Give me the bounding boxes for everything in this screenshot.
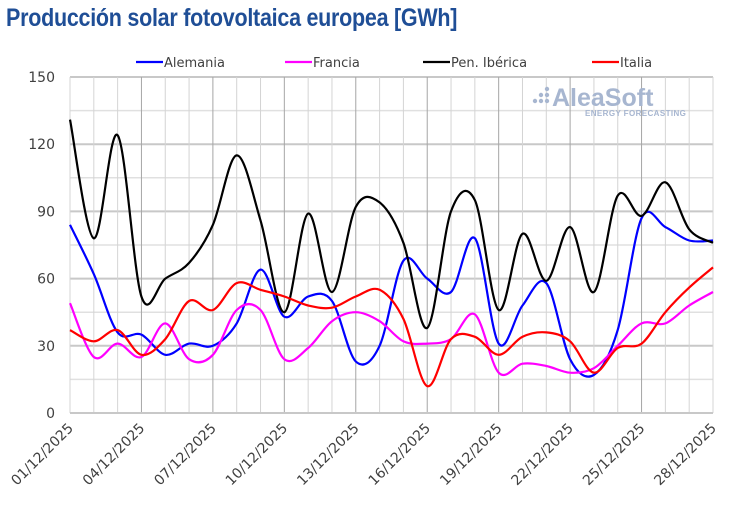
x-tick-label: 16/12/2025 bbox=[366, 421, 434, 489]
x-tick-label: 22/12/2025 bbox=[509, 421, 577, 489]
aleasoft-logo-dots-icon bbox=[532, 86, 550, 104]
watermark-tagline: ENERGY FORECASTING bbox=[585, 109, 686, 118]
series-line-alemania bbox=[69, 210, 714, 378]
chart-title: Producción solar fotovoltaica europea [G… bbox=[6, 4, 458, 32]
aleasoft-watermark: AleaSoft ENERGY FORECASTING bbox=[532, 84, 686, 118]
y-tick-label: 60 bbox=[37, 272, 55, 288]
x-tick-label: 25/12/2025 bbox=[580, 421, 648, 489]
x-tick-label: 13/12/2025 bbox=[294, 421, 362, 489]
series-lines bbox=[68, 119, 714, 388]
legend: Alemania Francia Pen. Ibérica Italia bbox=[136, 56, 652, 71]
y-tick-label: 0 bbox=[46, 406, 55, 422]
x-tick-label: 28/12/2025 bbox=[651, 421, 719, 489]
grid bbox=[69, 76, 714, 414]
y-tick-label: 150 bbox=[28, 70, 55, 86]
y-axis-ticks: 0 30 60 90 120 150 bbox=[28, 70, 55, 422]
x-tick-label: 04/12/2025 bbox=[80, 421, 148, 489]
x-tick-label: 01/12/2025 bbox=[8, 421, 76, 489]
legend-label-pen-ib-rica: Pen. Ibérica bbox=[451, 56, 527, 71]
y-tick-label: 120 bbox=[28, 137, 55, 153]
series-line-francia bbox=[68, 291, 714, 377]
legend-label-alemania: Alemania bbox=[164, 56, 225, 71]
legend-label-italia: Italia bbox=[620, 56, 652, 71]
y-tick-label: 30 bbox=[37, 339, 55, 355]
x-axis-ticks: 01/12/2025 04/12/2025 07/12/2025 10/12/2025… bbox=[8, 421, 719, 489]
x-tick-label: 10/12/2025 bbox=[223, 421, 291, 489]
y-tick-label: 90 bbox=[37, 204, 55, 220]
series-line-italia bbox=[69, 266, 714, 388]
legend-label-francia: Francia bbox=[313, 56, 360, 71]
watermark-brand: AleaSoft bbox=[552, 84, 654, 112]
x-tick-label: 07/12/2025 bbox=[151, 421, 219, 489]
x-tick-label: 19/12/2025 bbox=[437, 421, 505, 489]
series-line-pen-ib-rica bbox=[68, 119, 714, 330]
